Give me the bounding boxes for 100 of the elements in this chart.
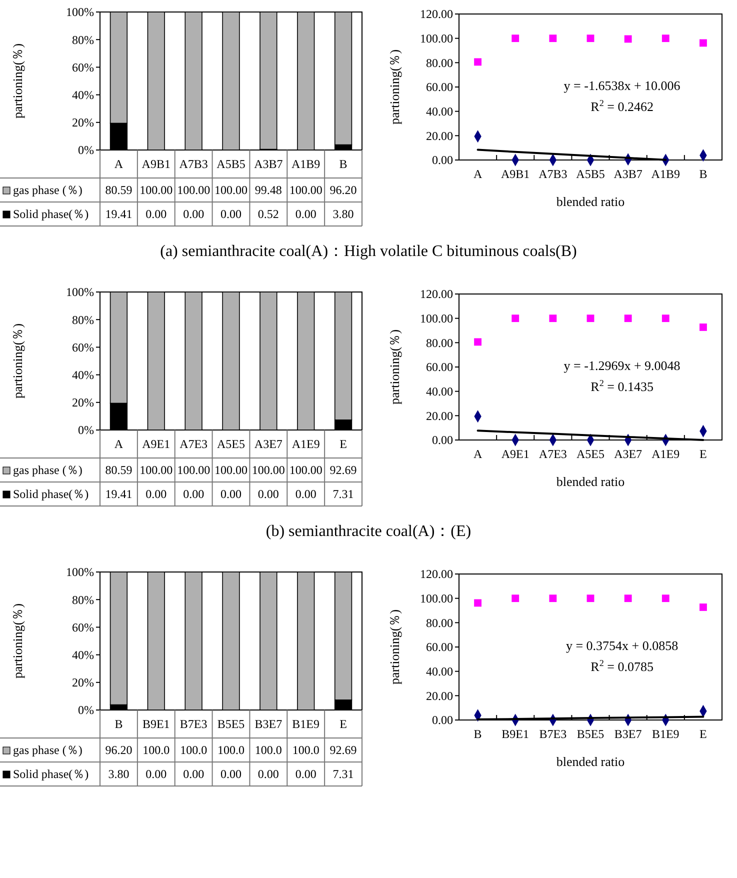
data-label: 3.80: [108, 767, 130, 782]
data-label: 0.00: [183, 487, 204, 502]
text: (b) semianthracite coal(A)：(E): [264, 522, 472, 542]
data-label: 100.00: [252, 463, 285, 478]
annotation: R$^{2}$ = 0.1435: [590, 378, 654, 394]
y-tick-label: 80.00: [426, 56, 453, 70]
data-label: 0.52: [258, 207, 279, 222]
data-label: 100.0: [180, 743, 208, 758]
y-tick-label: 100.00: [420, 312, 453, 326]
y-tick-label: 0.00: [432, 433, 453, 448]
y-tick-label: 20%: [72, 676, 94, 690]
annotation: R$^{2}$ = 0.2462: [590, 98, 654, 114]
x-tick-label: E: [340, 437, 347, 452]
data-label: 0.00: [220, 487, 242, 502]
y-tick-label: 20.00: [426, 408, 453, 423]
x-tick-label: A3B7: [254, 157, 283, 172]
y-tick-label: 60.00: [426, 640, 453, 654]
data-label: 7.31: [332, 487, 354, 502]
x-tick-label: A3B7: [614, 167, 642, 181]
data-label: 0.00: [220, 767, 242, 782]
y-tick-label: 100.00: [420, 592, 453, 606]
x-tick-label: B1E9: [652, 727, 680, 741]
data-label: 0.00: [295, 207, 316, 222]
legend-label: Solid phase(％): [13, 767, 89, 782]
x-tick-label: B: [339, 157, 348, 172]
y-tick-label: 40.00: [426, 104, 453, 119]
data-label: 0.00: [220, 207, 242, 222]
data-label: 0.00: [183, 767, 204, 782]
y-tick-label: 60%: [72, 340, 94, 354]
x-tick-label: B9E1: [142, 717, 170, 732]
x-tick-label: E: [700, 727, 707, 741]
x-tick-label: A: [114, 437, 124, 452]
x-tick-label: A5B5: [576, 167, 605, 181]
text: (a) semianthracite coal(A)：High volatile C bituminous coals(B): [159, 242, 578, 262]
data-label: 19.41: [105, 487, 132, 502]
x-tick-label: A1B9: [651, 167, 680, 181]
data-label: 96.20: [105, 743, 132, 758]
x-tick-label: A1B9: [292, 157, 320, 172]
y-tick-label: 120.00: [420, 567, 453, 582]
y-tick-label: 100%: [66, 565, 94, 580]
data-label: 100.00: [214, 463, 248, 478]
x-tick-label: A5E5: [576, 447, 604, 461]
x-tick-label: E: [700, 447, 707, 461]
legend-label: gas phase (％): [13, 463, 82, 478]
data-label: 100.0: [292, 743, 320, 758]
x-tick-label: B3E7: [254, 717, 282, 732]
x-tick-label: A3E7: [254, 437, 282, 452]
data-label: 100.0: [254, 743, 282, 758]
y-axis-title: partioning(％): [387, 329, 402, 405]
data-label: 96.20: [330, 183, 357, 198]
legend-label: Solid phase(％): [13, 207, 89, 222]
data-label: 100.00: [140, 183, 173, 198]
x-axis-title: blended ratio: [556, 194, 625, 209]
x-tick-label: A9E1: [501, 447, 530, 461]
y-tick-label: 80.00: [426, 336, 453, 350]
x-tick-label: A: [114, 157, 124, 172]
y-tick-label: 100%: [66, 285, 94, 300]
annotation: y = -1.2969x + 9.0048: [564, 358, 680, 373]
x-tick-label: B7E3: [180, 717, 208, 732]
y-tick-label: 80%: [72, 32, 94, 47]
y-axis-title: partioning(％): [10, 323, 25, 399]
y-axis-title: partioning(％): [387, 49, 402, 125]
x-tick-label: E: [340, 717, 347, 732]
data-label: 100.00: [289, 183, 322, 198]
data-label: 100.00: [177, 183, 210, 198]
x-tick-label: B: [114, 717, 123, 732]
data-label: 100.0: [142, 743, 170, 758]
y-tick-label: 40%: [72, 648, 94, 662]
annotation: R$^{2}$ = 0.0785: [590, 658, 654, 674]
x-tick-label: A7E3: [180, 437, 208, 452]
y-tick-label: 80%: [72, 312, 94, 327]
legend-label: Solid phase(％): [13, 487, 89, 502]
x-tick-label: B3E7: [614, 727, 642, 741]
x-tick-label: A5B5: [216, 157, 246, 172]
data-label: 80.59: [105, 463, 132, 478]
x-tick-label: A7B3: [179, 157, 208, 172]
x-tick-label: A: [473, 167, 482, 181]
y-tick-label: 60%: [72, 620, 94, 634]
x-tick-label: B: [699, 167, 708, 181]
x-tick-label: A1E9: [292, 437, 320, 452]
annotation: y = -1.6538x + 10.006: [564, 78, 681, 93]
data-label: 92.69: [330, 743, 357, 758]
data-label: 100.0: [218, 743, 244, 758]
y-tick-label: 60.00: [426, 360, 453, 374]
data-label: 7.31: [332, 767, 354, 782]
data-label: 0.00: [295, 767, 316, 782]
data-label: 99.48: [254, 183, 282, 198]
data-label: 0.00: [183, 207, 204, 222]
y-tick-label: 0%: [78, 143, 94, 158]
y-tick-label: 0%: [78, 423, 94, 438]
legend-label: gas phase (％): [13, 743, 82, 758]
y-tick-label: 20.00: [426, 688, 453, 703]
data-label: 0.00: [258, 487, 279, 502]
data-label: 0.00: [146, 487, 167, 502]
y-tick-label: 0.00: [432, 713, 453, 728]
data-label: 0.00: [295, 487, 316, 502]
y-tick-label: 40%: [72, 88, 94, 102]
x-tick-label: A7B3: [538, 167, 568, 181]
x-tick-label: A9E1: [142, 437, 170, 452]
y-tick-label: 100%: [66, 5, 94, 20]
